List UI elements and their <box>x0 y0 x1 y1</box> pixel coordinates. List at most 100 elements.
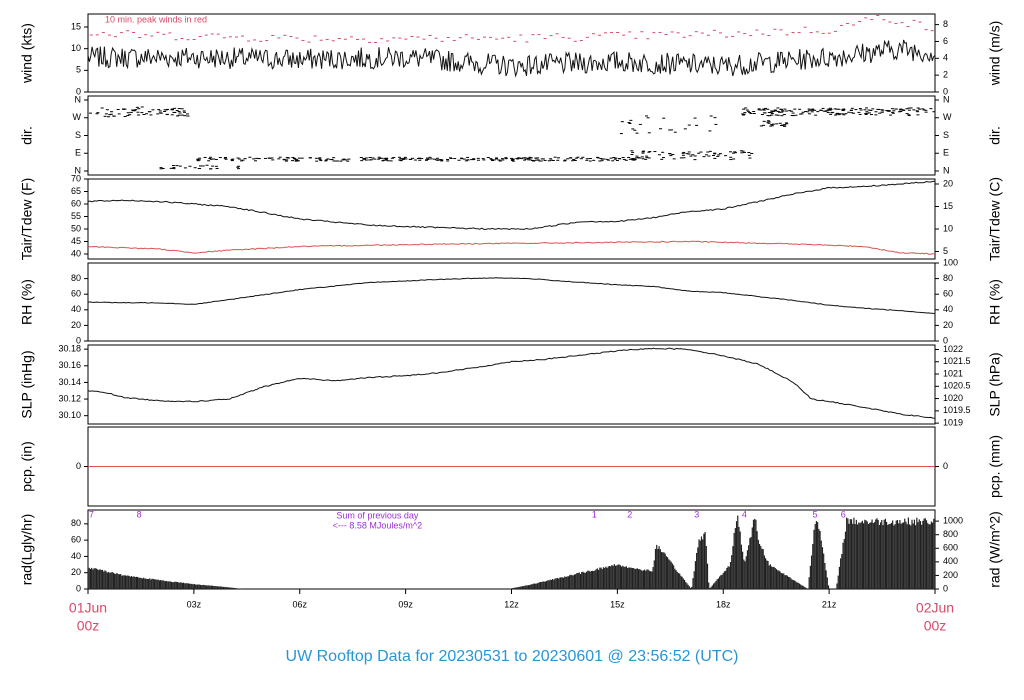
dir-ytick-label-left: N <box>75 165 82 175</box>
wind-ylabel-left: wind (kts) <box>19 23 35 84</box>
rad-ytick-label-right: 600 <box>943 543 958 553</box>
dir-ytick-label-left: E <box>75 148 81 158</box>
wind-ytick-label-right: 2 <box>943 70 948 80</box>
rad-day-marker: 6 <box>841 509 846 519</box>
rh-ylabel-left: RH (%) <box>19 279 35 325</box>
rad-ytick-label-right: 1000 <box>943 516 963 526</box>
rad-ytick-label-left: 80 <box>71 518 81 528</box>
temp-panel-frame <box>87 178 936 260</box>
rh-ytick-label-right: 80 <box>943 273 953 283</box>
wind-ylabel-right: wind (m/s) <box>987 21 1003 87</box>
pcp-ylabel-left: pcp. (in) <box>19 441 35 492</box>
rad-panel-frame <box>87 509 936 590</box>
temp-ytick-label-right: 20 <box>943 178 953 188</box>
rad-day-marker: 2 <box>627 509 632 519</box>
rh-ytick-label-right: 60 <box>943 289 953 299</box>
dir-ytick-label-left: S <box>75 130 81 140</box>
x-end-time: 00z <box>924 618 947 634</box>
rad-day-marker: 7 <box>89 509 94 519</box>
rad-ytick-label-left: 40 <box>71 551 81 561</box>
rh-ytick-label-left: 20 <box>71 320 81 330</box>
rh-ytick-label-right: 100 <box>943 257 958 267</box>
wind-ytick-label-left: 15 <box>71 21 81 31</box>
dir-ytick-label-right: W <box>943 112 952 122</box>
dir-ytick-label-right: N <box>943 165 950 175</box>
dewpoint-line <box>87 240 936 255</box>
rad-day-marker: 3 <box>694 509 699 519</box>
wind-ytick-label-left: 10 <box>71 43 81 53</box>
temp-ytick-label-left: 45 <box>71 236 81 246</box>
dir-panel-frame <box>87 95 936 176</box>
slp-ytick-label-left: 30.14 <box>58 377 81 387</box>
slp-ylabel-left: SLP (inHg) <box>19 350 35 418</box>
x-start-date: 01Jun <box>69 600 107 616</box>
x-tick-label: 03z <box>187 599 202 609</box>
rad-day-marker: 1 <box>592 509 597 519</box>
wind-ytick-label-left: 5 <box>76 65 81 75</box>
slp-ytick-label-right: 1020.5 <box>943 381 971 391</box>
slp-ytick-label-right: 1021 <box>943 368 963 378</box>
dir-ytick-label-right: N <box>943 94 950 104</box>
temp-ytick-label-left: 65 <box>71 186 81 196</box>
rh-ylabel-right: RH (%) <box>987 279 1003 325</box>
dir-ytick-label-right: E <box>943 148 949 158</box>
slp-ytick-label-left: 30.10 <box>58 410 81 420</box>
wind-annotation: 10 min. peak winds in red <box>105 14 207 24</box>
air-temp-line <box>87 180 936 231</box>
temp-ylabel-left: Tair/Tdew (F) <box>19 178 35 260</box>
slp-ytick-label-left: 30.18 <box>58 344 81 354</box>
temp-ytick-label-left: 40 <box>71 248 81 258</box>
wind-speed-line <box>87 39 936 78</box>
rh-ytick-label-left: 0 <box>76 335 81 345</box>
rad-day-marker: 4 <box>742 509 747 519</box>
temp-ytick-label-right: 5 <box>943 246 948 256</box>
x-tick-label: 12z <box>504 599 519 609</box>
rad-sum-label: Sum of previous day <box>336 510 419 520</box>
pcp-ytick-label-left: 0 <box>76 461 81 471</box>
rh-ytick-label-left: 80 <box>71 273 81 283</box>
rh-ytick-label-right: 0 <box>943 335 948 345</box>
x-tick-label: 18z <box>716 599 731 609</box>
temp-ytick-label-right: 15 <box>943 201 953 211</box>
x-start-time: 00z <box>77 618 100 634</box>
x-tick-label: 21z <box>822 599 837 609</box>
slp-ytick-label-left: 30.16 <box>58 360 81 370</box>
rad-ylabel-right: rad (W/m^2) <box>987 511 1003 588</box>
dir-ylabel-right: dir. <box>987 126 1003 145</box>
slp-ytick-label-right: 1022 <box>943 344 963 354</box>
rh-line <box>87 277 936 315</box>
rad-sum-value: <--- 8.58 MJoules/m^2 <box>333 520 423 530</box>
rad-ytick-label-right: 400 <box>943 556 958 566</box>
temp-ytick-label-left: 70 <box>71 173 81 183</box>
slp-ytick-label-right: 1021.5 <box>943 356 971 366</box>
slp-ylabel-right: SLP (hPa) <box>987 352 1003 416</box>
pcp-ylabel-right: pcp. (mm) <box>987 435 1003 498</box>
rad-ytick-label-left: 0 <box>76 583 81 593</box>
slp-ytick-label-right: 1019.5 <box>943 405 971 415</box>
wind-ytick-label-right: 8 <box>943 19 948 29</box>
pcp-ytick-label-right: 0 <box>943 461 948 471</box>
rh-ytick-label-right: 40 <box>943 304 953 314</box>
rad-ytick-label-right: 200 <box>943 570 958 580</box>
wind-panel-frame <box>87 13 936 93</box>
dir-ytick-label-right: S <box>943 130 949 140</box>
wind-ytick-label-right: 0 <box>943 86 948 96</box>
temp-ytick-label-left: 50 <box>71 223 81 233</box>
rad-ytick-label-right: 800 <box>943 529 958 539</box>
rh-ytick-label-left: 40 <box>71 304 81 314</box>
temp-ytick-label-left: 60 <box>71 198 81 208</box>
slp-ytick-label-right: 1019 <box>943 418 963 428</box>
dir-ytick-label-left: N <box>75 94 82 104</box>
x-tick-label: 06z <box>292 599 307 609</box>
rh-ytick-label-right: 20 <box>943 320 953 330</box>
footer-title: UW Rooftop Data for 20230531 to 20230601… <box>285 648 739 665</box>
rad-ytick-label-left: 60 <box>71 535 81 545</box>
slp-ytick-label-right: 1020 <box>943 393 963 403</box>
slp-panel-frame <box>87 344 936 425</box>
wind-ytick-label-right: 4 <box>943 53 948 63</box>
rad-day-marker: 5 <box>813 509 818 519</box>
x-tick-label: 09z <box>398 599 413 609</box>
temp-ytick-label-left: 55 <box>71 211 81 221</box>
rh-ytick-label-left: 60 <box>71 289 81 299</box>
